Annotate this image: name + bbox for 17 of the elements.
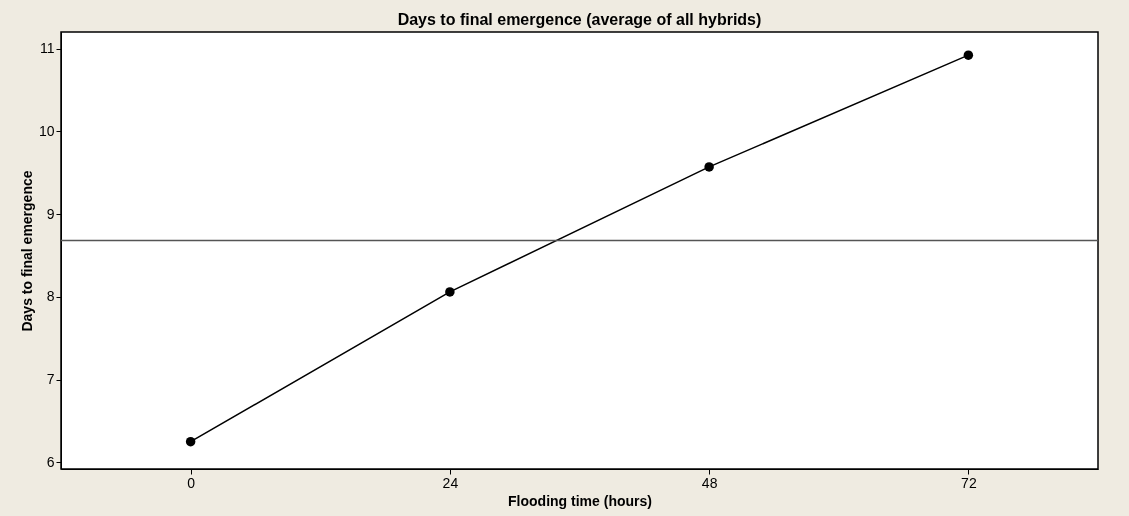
point — [185, 436, 196, 447]
y-tick-label: 8 — [46, 288, 55, 305]
y-tick-label: 11 — [39, 40, 55, 57]
x-tick-label: 0 — [187, 474, 196, 491]
y-tick-label: 10 — [38, 122, 55, 139]
point — [963, 50, 974, 60]
point — [445, 287, 455, 297]
y-tick-label: 7 — [46, 371, 55, 388]
y-tick-label: 6 — [46, 453, 55, 470]
x-tick-label: 72 — [961, 474, 977, 491]
x-tick-label: 48 — [701, 474, 718, 491]
point — [704, 162, 714, 172]
x-axis-title: Flooding time (hours) — [508, 492, 652, 509]
chart-title: Days to final emergence (average of all hybrids) — [397, 11, 762, 28]
y-axis-title: Days to final emergence — [18, 170, 35, 332]
x-tick-label: 24 — [442, 474, 459, 491]
y-tick-label: 9 — [46, 205, 55, 222]
